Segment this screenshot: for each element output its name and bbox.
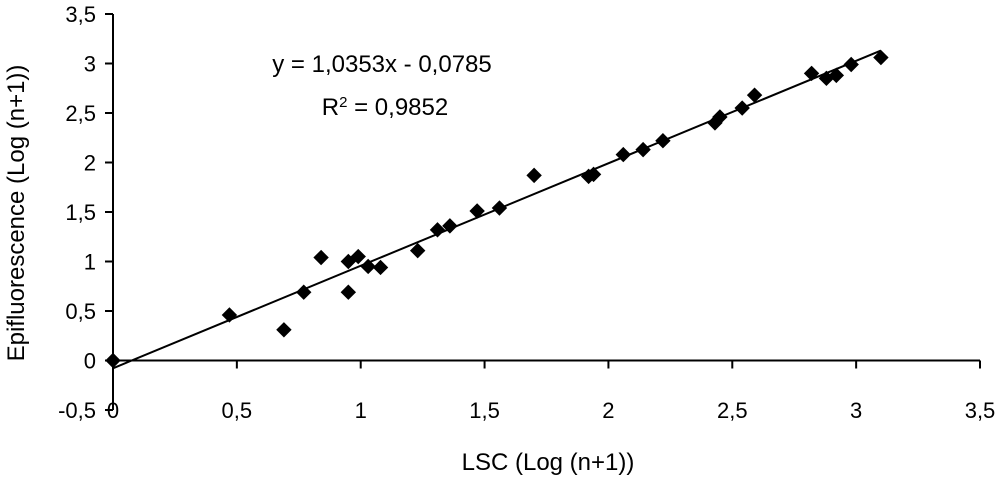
x-tick-label: 3,5 bbox=[965, 398, 996, 423]
y-axis-title: Epifluorescence (Log (n+1)) bbox=[3, 65, 30, 362]
r-squared-label: R2 = 0,9852 bbox=[322, 94, 448, 122]
data-point bbox=[828, 67, 845, 84]
data-point bbox=[843, 56, 859, 73]
data-point bbox=[635, 141, 651, 158]
data-point bbox=[712, 109, 728, 125]
data-point bbox=[276, 322, 292, 338]
data-point bbox=[585, 166, 602, 183]
data-point bbox=[221, 307, 238, 323]
y-tick-label: 0,5 bbox=[65, 299, 96, 324]
data-point bbox=[803, 65, 820, 82]
x-tick-label: 1,5 bbox=[469, 398, 500, 423]
regression-equation: y = 1,0353x - 0,0785 bbox=[272, 51, 492, 78]
r2-prefix: R bbox=[322, 94, 339, 121]
x-tick-label: 2 bbox=[602, 398, 614, 423]
x-tick-label: 3 bbox=[850, 398, 862, 423]
data-point bbox=[105, 352, 121, 369]
data-points bbox=[105, 49, 889, 369]
data-point bbox=[340, 253, 357, 270]
x-tick-label: 1 bbox=[355, 398, 367, 423]
r2-exponent: 2 bbox=[339, 94, 347, 111]
data-point bbox=[469, 203, 485, 219]
y-tick-label: -0,5 bbox=[58, 398, 96, 423]
axes bbox=[112, 14, 980, 410]
y-ticks: -0,5 0 0,5 1 1,5 2 2,5 3 3,5 bbox=[58, 2, 113, 423]
y-tick-label: 0 bbox=[84, 349, 96, 374]
x-tick-label: 2,5 bbox=[717, 398, 748, 423]
data-point bbox=[655, 133, 671, 149]
data-point bbox=[360, 258, 376, 275]
data-point bbox=[372, 259, 389, 276]
y-tick-label: 2,5 bbox=[65, 101, 96, 126]
data-point bbox=[734, 100, 750, 116]
data-point bbox=[615, 146, 631, 163]
y-tick-label: 1 bbox=[84, 250, 96, 275]
y-tick-label: 3 bbox=[84, 52, 96, 77]
x-ticks: 0 0,5 1 1,5 2 2,5 3 3,5 bbox=[107, 360, 996, 423]
y-tick-label: 3,5 bbox=[65, 2, 96, 27]
data-point bbox=[873, 49, 889, 66]
x-axis-title: LSC (Log (n+1)) bbox=[462, 449, 635, 476]
data-point bbox=[350, 248, 366, 265]
y-tick-label: 2 bbox=[84, 151, 96, 176]
data-point bbox=[409, 242, 426, 259]
r2-suffix: = 0,9852 bbox=[347, 94, 448, 121]
data-point bbox=[746, 87, 763, 103]
data-point bbox=[340, 284, 357, 300]
y-tick-label: 1,5 bbox=[65, 200, 96, 225]
data-point bbox=[296, 284, 312, 300]
data-point bbox=[526, 167, 542, 184]
data-point bbox=[429, 222, 446, 238]
data-point bbox=[442, 218, 458, 234]
data-point bbox=[313, 249, 329, 266]
x-tick-label: 0,5 bbox=[222, 398, 253, 423]
data-point bbox=[491, 200, 508, 216]
